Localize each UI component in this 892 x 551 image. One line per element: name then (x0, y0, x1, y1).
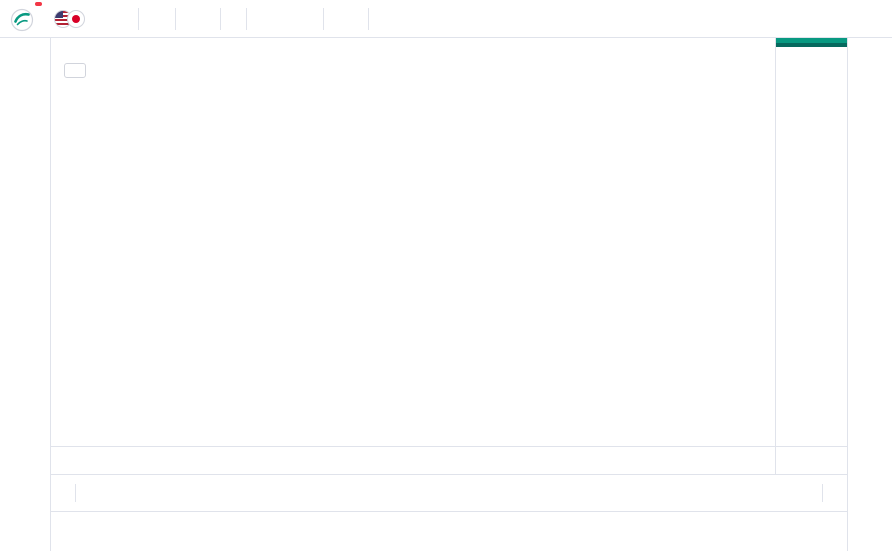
add-symbol-button[interactable] (101, 4, 131, 34)
grid-layout-button[interactable] (254, 4, 284, 34)
toolbar-separator (822, 484, 823, 502)
undo-button[interactable] (376, 4, 406, 34)
us-jp-flags-icon (54, 9, 85, 28)
toolbar-separator (220, 7, 221, 30)
notification-badge (34, 0, 43, 7)
logo[interactable] (8, 0, 43, 34)
toolbar-separator (368, 7, 369, 30)
main-area (0, 38, 892, 551)
axis-corner (775, 447, 847, 474)
chart-pane[interactable] (51, 38, 847, 446)
price-scale[interactable] (775, 38, 847, 446)
right-toolbar (847, 38, 892, 551)
bar-countdown (776, 43, 847, 47)
range-toolbar (51, 474, 847, 511)
last-price (776, 38, 847, 43)
toolbar-separator (246, 7, 247, 30)
top-toolbar (0, 0, 892, 38)
bottom-panel-tabs (51, 511, 847, 551)
last-price-badge (776, 38, 847, 47)
symbol-button[interactable] (46, 6, 99, 32)
redo-button[interactable] (408, 4, 438, 34)
time-axis[interactable] (51, 446, 847, 474)
alert-button[interactable] (286, 4, 316, 34)
toolbar-separator (75, 484, 76, 502)
toolbar-separator (323, 7, 324, 30)
toolbar-separator (175, 7, 176, 30)
chart-legend (64, 48, 86, 78)
legend-collapse-button[interactable] (64, 63, 86, 78)
drawing-toolbar (0, 38, 51, 551)
indicators-button[interactable] (228, 4, 239, 34)
bar-replay-button[interactable] (331, 4, 361, 34)
timeframe-menu-button[interactable] (148, 4, 168, 34)
go-to-date-button[interactable] (86, 480, 112, 506)
save-layout-button[interactable] (839, 4, 869, 34)
chart-style-button[interactable] (183, 4, 213, 34)
toolbar-separator (138, 7, 139, 30)
chart-canvas[interactable] (51, 38, 775, 446)
chart-column (51, 38, 847, 551)
account-button[interactable] (871, 15, 882, 23)
